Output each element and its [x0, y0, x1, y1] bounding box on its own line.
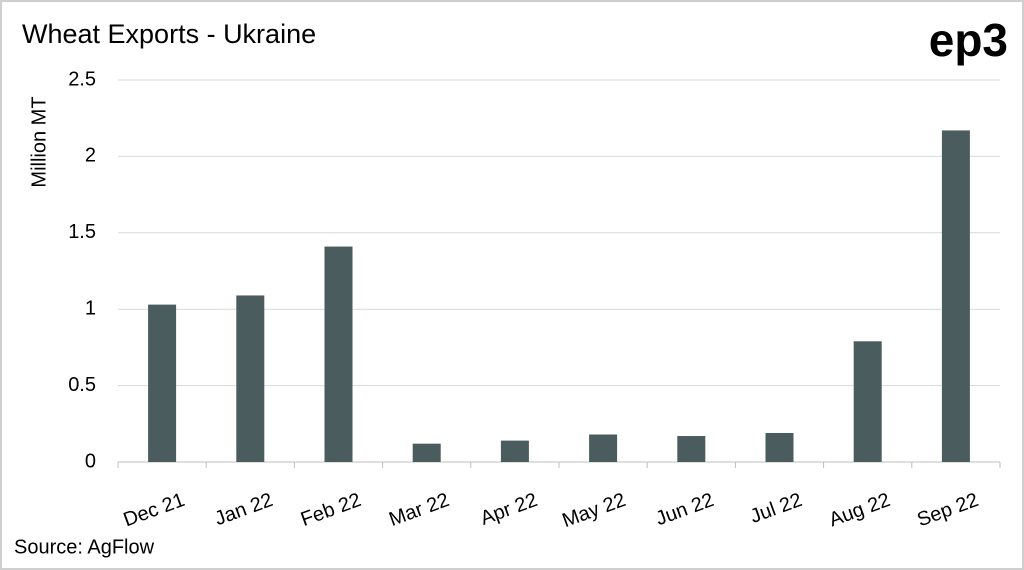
bar	[148, 304, 177, 462]
bar	[324, 246, 353, 462]
source: Source: AgFlow	[14, 536, 155, 558]
bar	[677, 436, 706, 462]
bar	[765, 432, 794, 462]
bar	[941, 130, 970, 462]
bar	[412, 443, 441, 462]
chart-title: Wheat Exports - Ukraine	[22, 19, 316, 49]
y-tick-label: 0.5	[68, 374, 96, 396]
logo: ep3	[929, 14, 1008, 66]
y-tick-label: 2.5	[68, 68, 96, 90]
y-tick-label: 2	[85, 145, 96, 167]
y-tick-label: 0	[85, 450, 96, 472]
y-tick-label: 1	[85, 297, 96, 319]
bar	[500, 440, 529, 462]
y-axis-label: Million MT	[28, 96, 50, 187]
bar	[236, 295, 265, 462]
bar	[589, 434, 618, 462]
y-tick-label: 1.5	[68, 221, 96, 243]
bar	[853, 341, 882, 462]
